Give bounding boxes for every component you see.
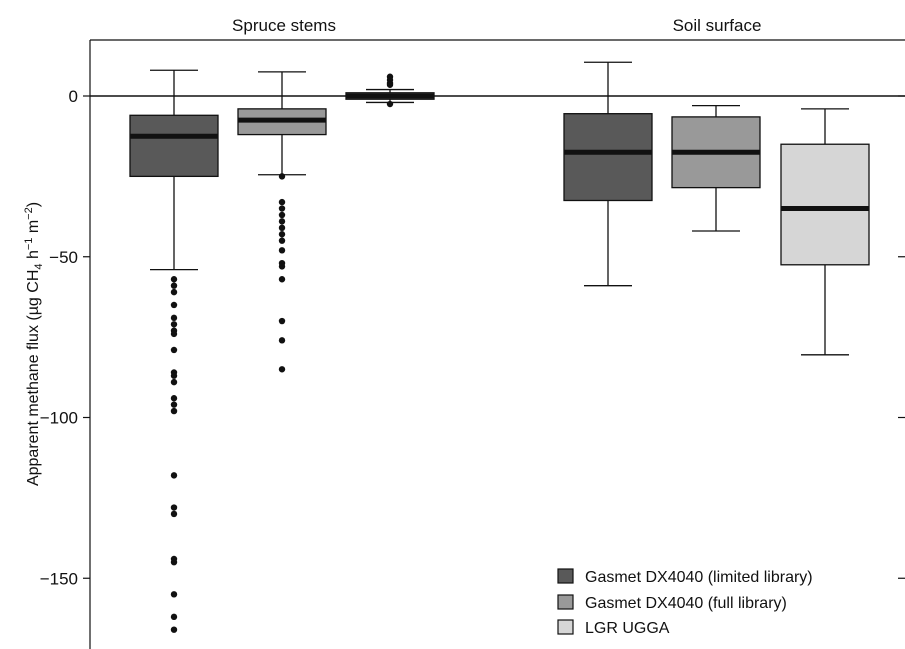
outlier-point (170, 626, 178, 633)
outlier-point (278, 247, 286, 254)
outlier-point (278, 224, 286, 232)
y-tick-label: 0 (69, 87, 78, 106)
outlier-point (386, 100, 394, 108)
y-axis-title-mid1: h (25, 250, 42, 263)
outlier-point (170, 591, 178, 598)
panel-title-spruce-stems: Spruce stems (232, 16, 336, 35)
y-axis-title-prefix: Apparent methane flux (µg CH (25, 270, 42, 486)
outlier-point (170, 558, 178, 566)
legend-label-lgr-ugga: LGR UGGA (585, 620, 670, 637)
box-iqr (563, 113, 653, 202)
box-plot (345, 73, 435, 108)
legend: Gasmet DX4040 (limited library) Gasmet D… (557, 568, 813, 637)
outlier-point (386, 81, 394, 88)
legend-label-full-library: Gasmet DX4040 (full library) (585, 595, 787, 612)
y-axis-title-mid2: m (25, 220, 42, 238)
y-ticks: 0 −50 −100 −150 (40, 87, 905, 588)
outlier-point (278, 205, 286, 212)
box-iqr (129, 114, 219, 178)
outlier-point (278, 276, 286, 283)
box-plot (780, 108, 870, 356)
outlier-point (170, 472, 178, 479)
outlier-point (170, 401, 178, 408)
outlier-point (278, 198, 286, 206)
outlier-point (170, 407, 178, 415)
box-plot (237, 71, 327, 373)
outlier-point (278, 337, 286, 344)
legend-swatch-full-library (557, 594, 574, 610)
outlier-point (170, 314, 178, 322)
outlier-point (278, 237, 286, 244)
outlier-point (170, 504, 178, 511)
box-iqr (780, 143, 870, 266)
legend-item: Gasmet DX4040 (limited library) (557, 568, 813, 586)
y-tick-label: −100 (40, 409, 78, 428)
outlier-point (170, 346, 178, 354)
box-plot (129, 69, 219, 633)
y-tick-label: −150 (40, 569, 78, 588)
y-axis-title-sup2: −2 (23, 207, 35, 220)
outlier-point (170, 330, 178, 338)
box-plots (129, 61, 870, 633)
panel-title-soil-surface: Soil surface (673, 16, 762, 35)
y-axis-title: Apparent methane flux (µg CH4 h−1 m−2) (23, 202, 45, 486)
outlier-point (170, 510, 178, 518)
legend-swatch-limited-library (557, 568, 574, 584)
y-axis-title-sup1: −1 (23, 238, 35, 251)
box-plot (671, 104, 761, 232)
y-tick-label: −50 (49, 248, 78, 267)
legend-swatch-lgr-ugga (557, 619, 574, 635)
outlier-point (278, 231, 286, 238)
outlier-point (170, 288, 178, 296)
outlier-point (278, 173, 286, 180)
legend-label-limited-library: Gasmet DX4040 (limited library) (585, 569, 813, 586)
box-plot (563, 61, 653, 287)
legend-item: Gasmet DX4040 (full library) (557, 594, 787, 612)
y-axis-title-suffix: ) (25, 202, 42, 207)
outlier-point (278, 263, 286, 270)
outlier-point (170, 301, 178, 309)
outlier-point (170, 276, 178, 283)
outlier-point (278, 211, 286, 219)
outlier-point (170, 378, 178, 386)
outlier-point (170, 282, 178, 289)
outlier-point (170, 321, 178, 328)
outlier-point (170, 613, 178, 621)
outlier-point (278, 366, 286, 373)
outlier-point (278, 317, 286, 325)
legend-item: LGR UGGA (557, 619, 670, 637)
y-axis-title-sub: 4 (33, 263, 45, 269)
outlier-point (170, 395, 178, 402)
outlier-point (170, 372, 178, 379)
outlier-point (278, 218, 286, 225)
